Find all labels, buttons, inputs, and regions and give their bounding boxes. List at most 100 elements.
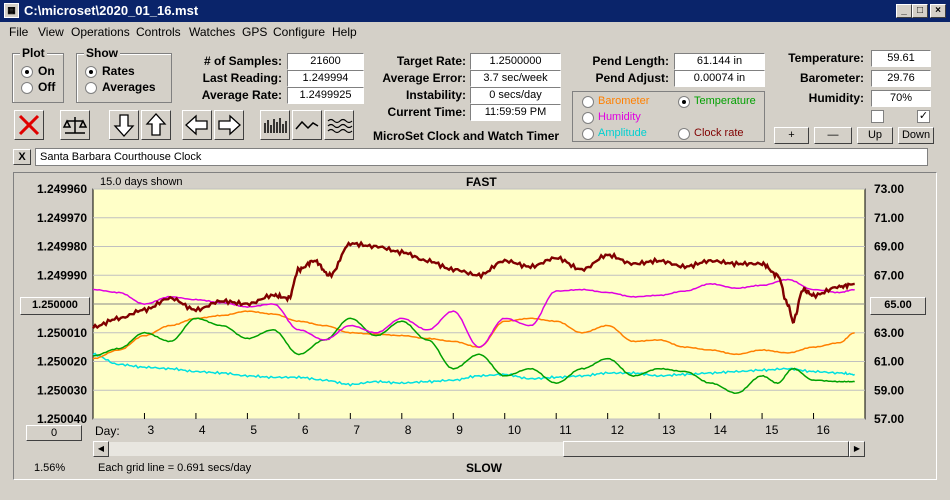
plot-group-title: Plot (20, 46, 47, 60)
instability-label: Instability: (405, 88, 466, 102)
series-clock-rate (92, 240, 855, 330)
scroll-left-arrow-icon[interactable]: ◀ (93, 441, 109, 457)
right-center-button[interactable]: 65.00 (870, 297, 926, 315)
left-axis-tick: 1.250040 (37, 412, 87, 426)
target-rate-label: Target Rate: (396, 54, 466, 68)
minus-button[interactable]: — (814, 127, 852, 144)
day-tick-label: 15 (765, 423, 779, 437)
up-button[interactable]: Up (857, 127, 893, 144)
menu-bar: File View Operations Controls Watches GP… (0, 22, 950, 42)
menu-view[interactable]: View (38, 25, 64, 39)
down-button[interactable]: Down (898, 127, 934, 144)
menu-gps[interactable]: GPS (242, 25, 268, 39)
percent-label: 1.56% (34, 462, 66, 474)
left-axis-tick: 1.249970 (37, 211, 87, 225)
right-axis-tick: 71.00 (874, 211, 904, 225)
left-axis-tick: 1.249980 (37, 240, 87, 254)
humidity-radio[interactable] (582, 112, 594, 124)
clock-name-field[interactable]: Santa Barbara Courthouse Clock (35, 148, 928, 166)
last-reading-label: Last Reading: (202, 71, 282, 85)
pend-length-label: Pend Length: (592, 54, 669, 68)
fast-label: FAST (466, 175, 497, 189)
show-averages-label: Averages (102, 80, 156, 94)
clear-clock-button[interactable]: X (13, 149, 31, 165)
average-error-value: 3.7 sec/week (470, 70, 561, 87)
window-title: C:\microset\2020_01_16.mst (24, 3, 199, 18)
humidity-label: Humidity (598, 111, 641, 123)
day-tick-label: 6 (302, 423, 309, 437)
left-center-button[interactable]: 1.250000 (20, 297, 90, 315)
checkbox-left[interactable] (871, 110, 884, 123)
clock-rate-radio[interactable] (678, 128, 690, 140)
plot-on-label: On (38, 64, 55, 78)
maximize-button[interactable]: □ (912, 4, 928, 18)
menu-operations[interactable]: Operations (71, 25, 130, 39)
calculator-icon[interactable]: ▦ (4, 3, 19, 18)
day-tick-label: 3 (147, 423, 154, 437)
clock-rate-label: Clock rate (694, 127, 744, 139)
grid-note: Each grid line = 0.691 secs/day (98, 462, 252, 474)
menu-configure[interactable]: Configure (273, 25, 326, 39)
instability-value: 0 secs/day (470, 87, 561, 104)
samples-label: # of Samples: (203, 54, 282, 68)
checkbox-right[interactable]: ✓ (917, 110, 930, 123)
day-tick-label: 13 (662, 423, 676, 437)
temperature-field-label: Temperature: (788, 51, 864, 65)
temperature-radio[interactable] (678, 96, 690, 108)
wave-graph-icon[interactable] (324, 110, 354, 140)
barometer-label: Barometer (598, 95, 650, 107)
average-rate-label: Average Rate: (201, 88, 282, 102)
temperature-label: Temperature (694, 95, 756, 107)
day-tick-label: 7 (353, 423, 360, 437)
arrow-up-icon[interactable] (141, 110, 171, 140)
menu-controls[interactable]: Controls (136, 25, 181, 39)
days-shown-label: 15.0 days shown (100, 176, 183, 188)
left-axis-tick: 1.250020 (37, 355, 87, 369)
left-axis-tick: 1.250010 (37, 326, 87, 340)
balance-scale-icon[interactable] (60, 110, 90, 140)
minimize-button[interactable]: _ (896, 4, 912, 18)
left-axis-tick: 1.249990 (37, 268, 87, 282)
plus-button[interactable]: + (774, 127, 809, 144)
target-rate-value: 1.2500000 (470, 53, 561, 70)
stop-x-icon[interactable] (14, 110, 44, 140)
last-reading-value: 1.249994 (287, 70, 364, 87)
amplitude-radio[interactable] (582, 128, 594, 140)
arrow-left-icon[interactable] (182, 110, 212, 140)
plot-off-radio[interactable] (21, 82, 33, 94)
day-tick-label: 9 (456, 423, 463, 437)
series-selector (572, 91, 765, 142)
samples-value: 21600 (287, 53, 364, 70)
day-tick-label: 14 (714, 423, 728, 437)
scroll-thumb[interactable] (563, 441, 849, 457)
window-close-button[interactable]: × (930, 4, 946, 18)
average-rate-value: 1.2499925 (287, 87, 364, 104)
barometer-radio[interactable] (582, 96, 594, 108)
menu-watches[interactable]: Watches (189, 25, 236, 39)
day-tick-label: 4 (199, 423, 206, 437)
show-rates-label: Rates (102, 64, 135, 78)
arrow-right-icon[interactable] (214, 110, 244, 140)
scroll-right-arrow-icon[interactable]: ▶ (849, 441, 865, 457)
menu-file[interactable]: File (9, 25, 29, 39)
day-tick-label: 10 (508, 423, 522, 437)
show-group (76, 53, 172, 103)
right-axis-tick: 69.00 (874, 240, 904, 254)
arrow-down-icon[interactable] (109, 110, 139, 140)
show-averages-radio[interactable] (85, 82, 97, 94)
humidity-value: 70% (871, 90, 931, 107)
show-rates-radio[interactable] (85, 66, 97, 78)
line-graph-icon[interactable] (292, 110, 322, 140)
day-tick-label: 11 (559, 423, 572, 437)
pend-length-value: 61.144 in (674, 53, 765, 70)
show-group-title: Show (84, 46, 120, 60)
zero-button[interactable]: 0 (26, 425, 82, 441)
amplitude-label: Amplitude (598, 127, 647, 139)
plot-on-radio[interactable] (21, 66, 33, 78)
menu-help[interactable]: Help (332, 25, 357, 39)
humidity-field-label: Humidity: (808, 91, 864, 105)
right-axis-tick: 61.00 (874, 355, 904, 369)
bar-graph-icon[interactable] (260, 110, 290, 140)
day-tick-label: 8 (405, 423, 412, 437)
